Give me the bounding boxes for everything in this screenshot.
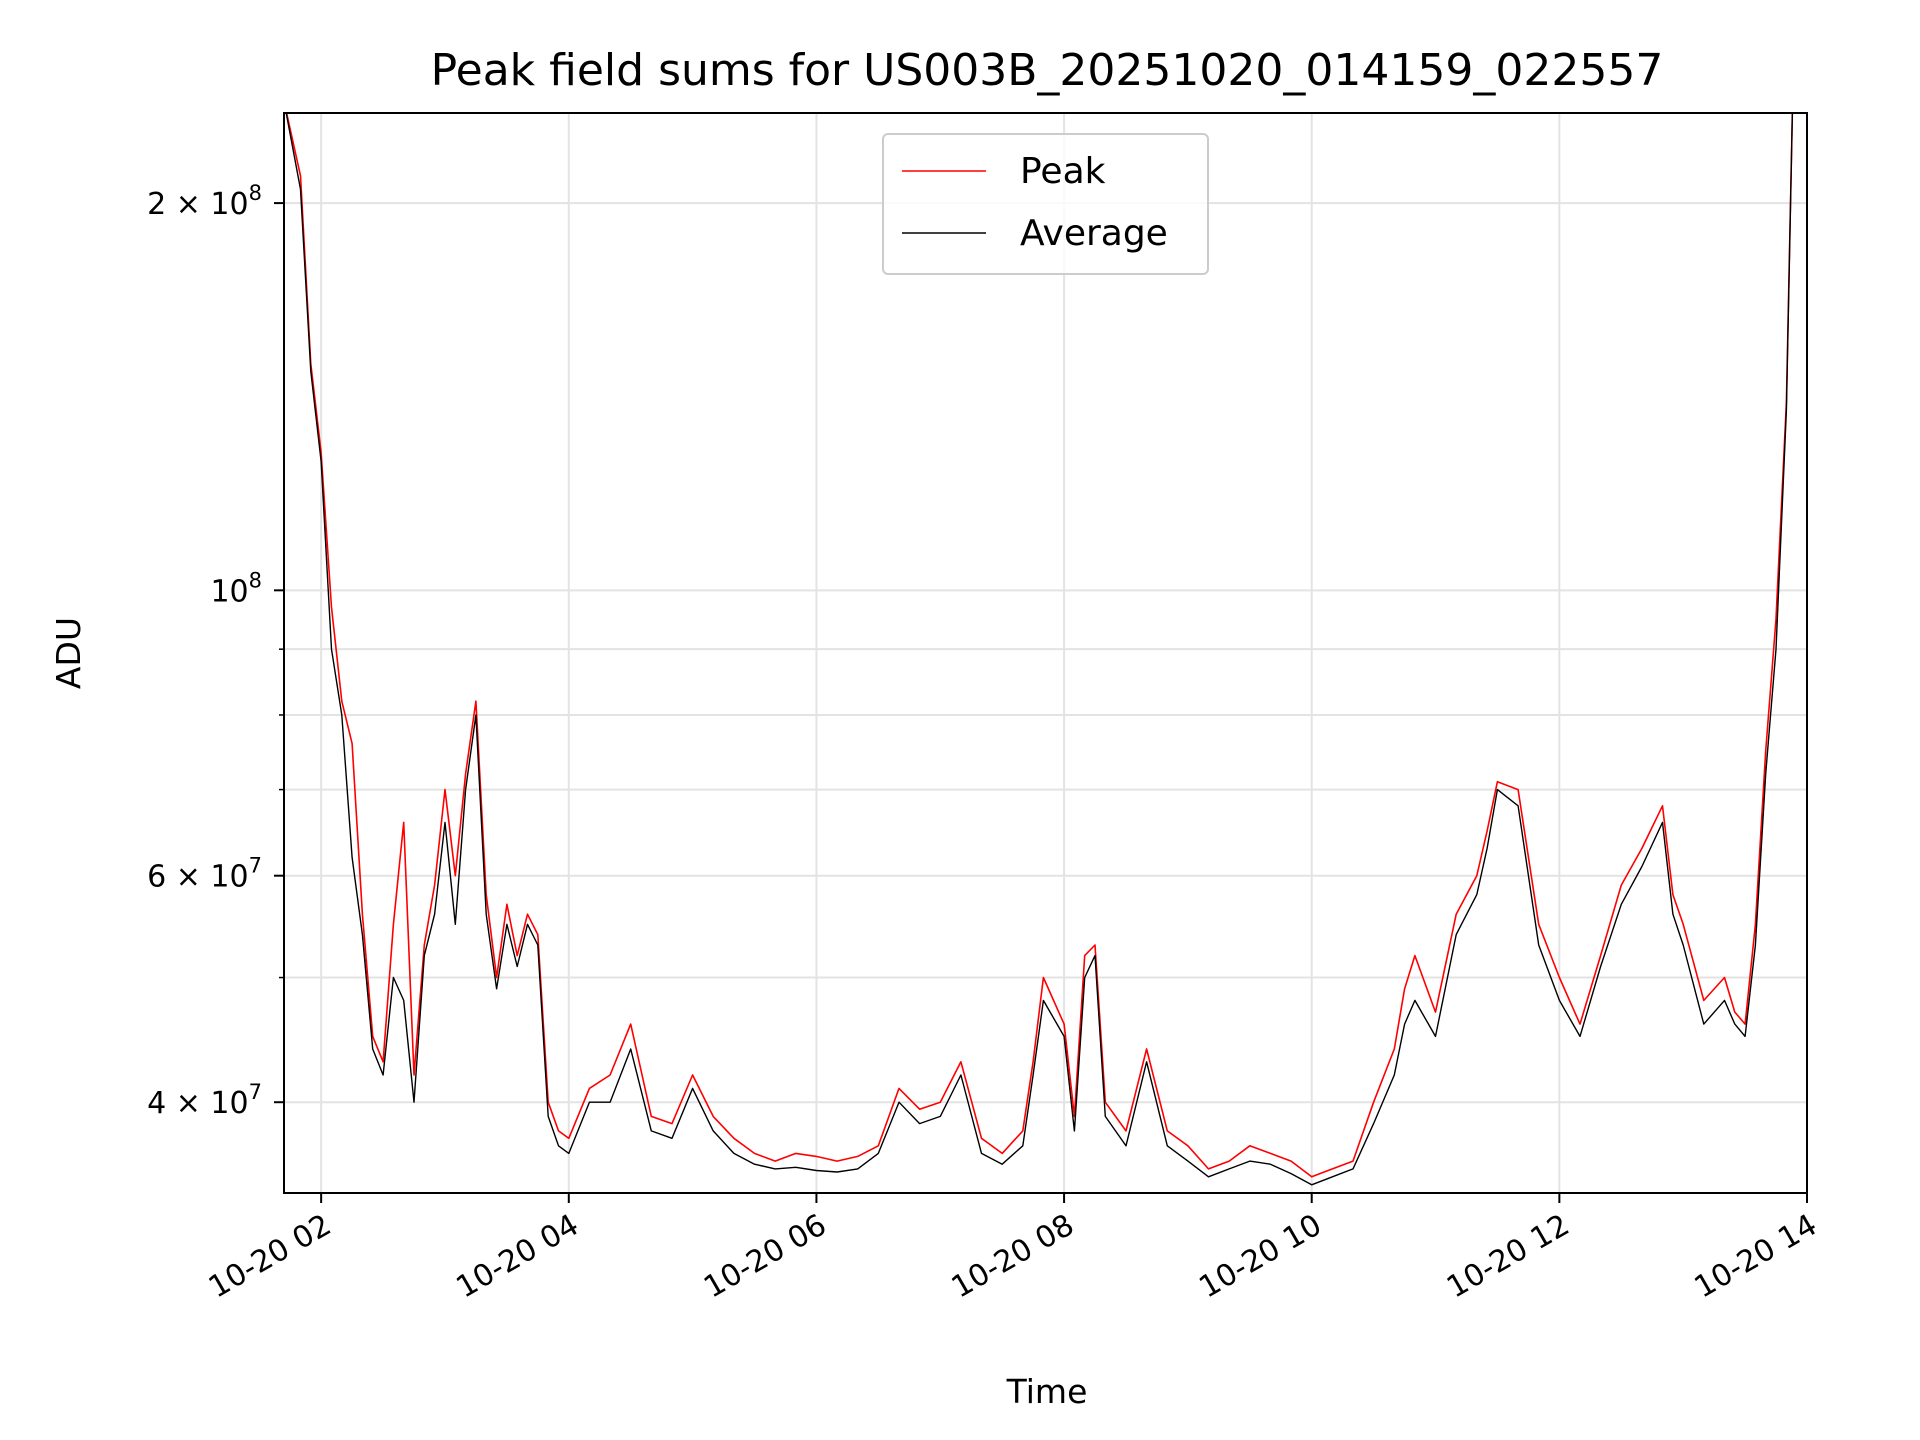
y-axis-label: ADU	[49, 617, 88, 689]
series-line-average	[285, 113, 1794, 1186]
y-axis: 4 × 107 6 × 107 108 2 × 108	[147, 181, 284, 1121]
plot-frame	[283, 112, 1808, 1194]
x-axis-label: Time	[1006, 1372, 1088, 1411]
legend-label-average: Average	[1020, 213, 1168, 254]
legend-label-peak: Peak	[1020, 151, 1106, 192]
y-tick-label: 2 × 108	[147, 181, 262, 222]
y-tick-label: 108	[210, 568, 262, 609]
chart-title: Peak field sums for US003B_20251020_0141…	[431, 45, 1664, 96]
series-layer	[285, 113, 1794, 1186]
y-tick-label: 4 × 107	[147, 1080, 262, 1121]
y-tick-label: 6 × 107	[147, 854, 262, 895]
legend: Peak Average	[882, 133, 1209, 275]
series-line-peak	[285, 113, 1794, 1178]
legend-box	[882, 133, 1209, 275]
